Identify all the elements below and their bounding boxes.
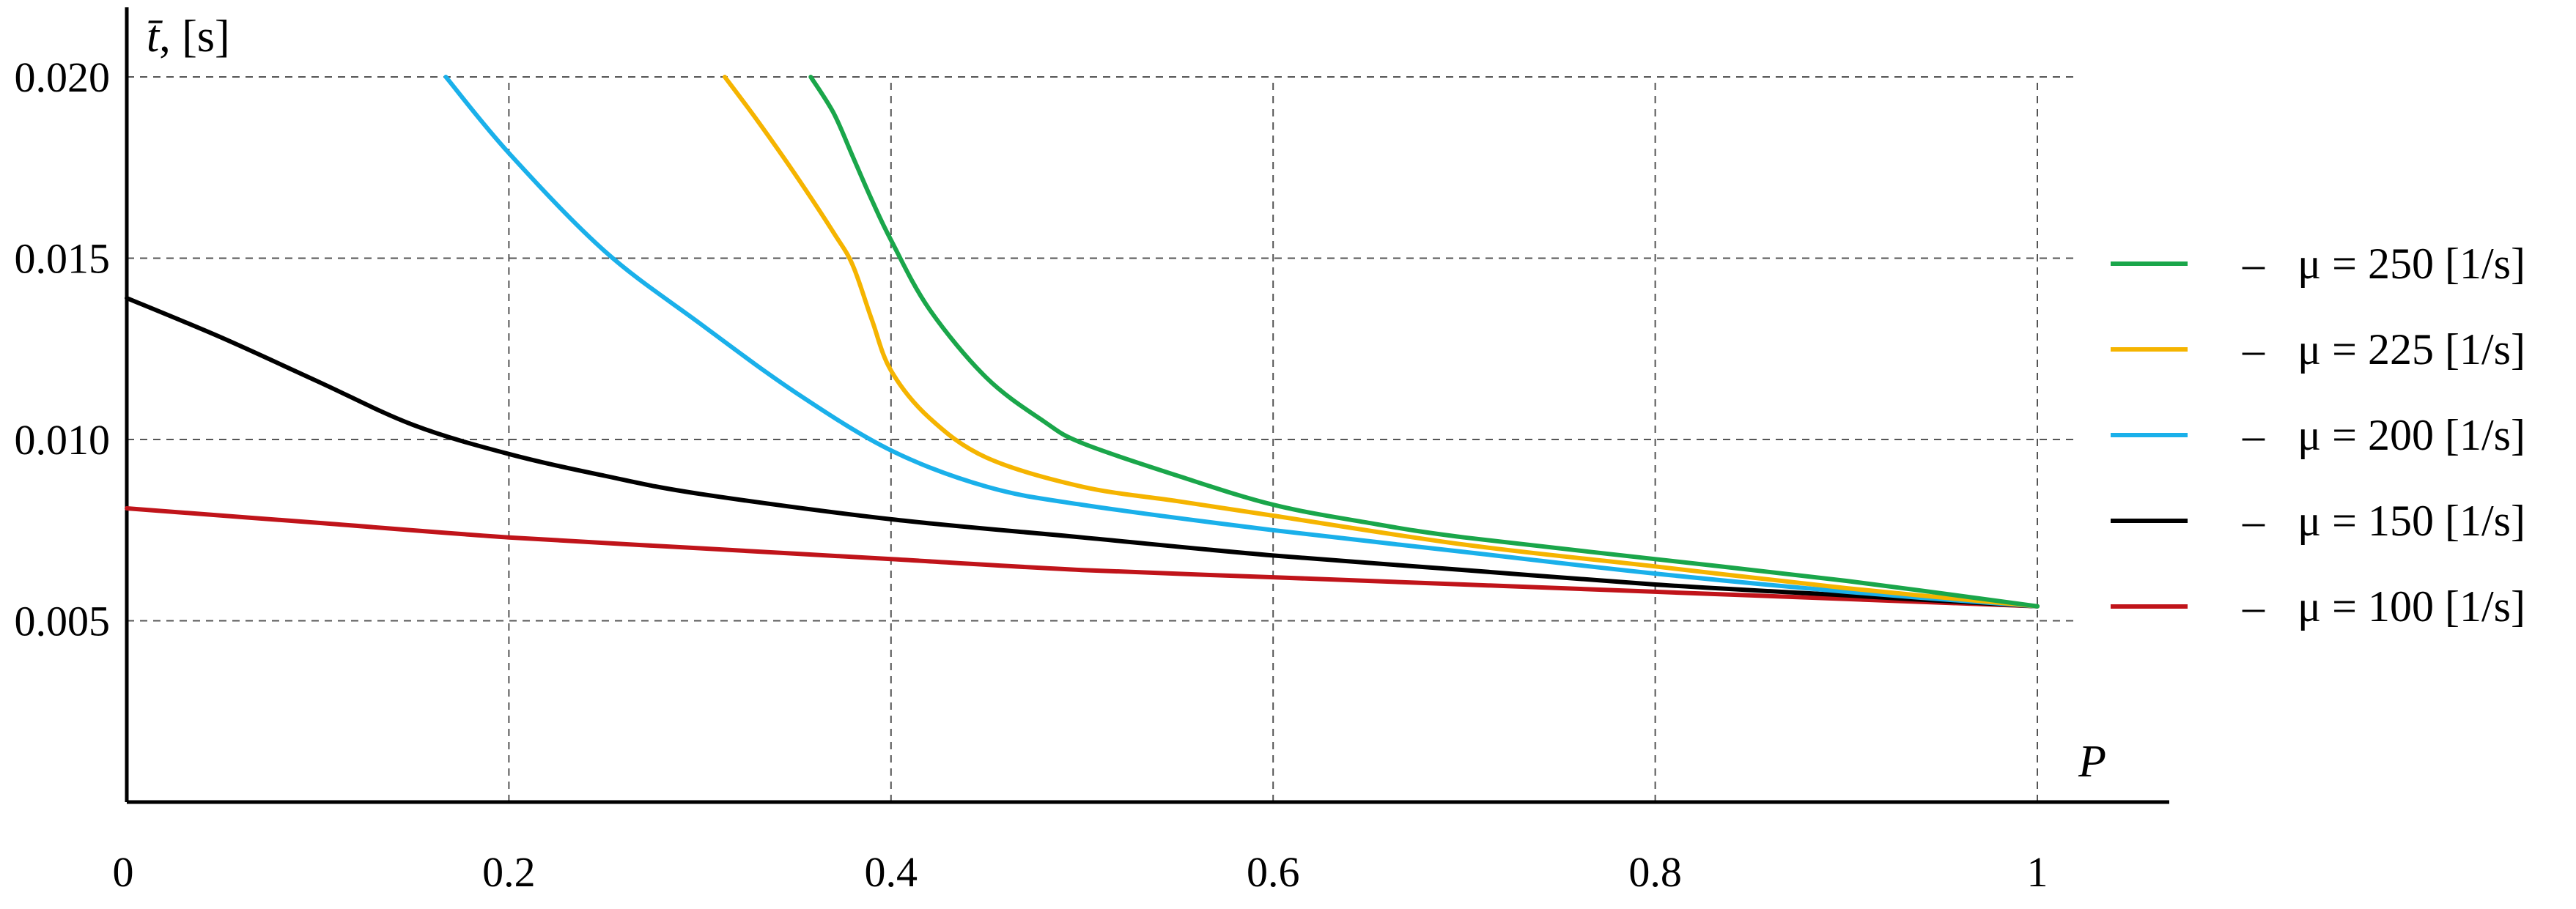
axes xyxy=(125,7,2169,804)
grid xyxy=(127,76,2074,802)
y-axis-label-unit: , [s] xyxy=(159,12,229,62)
series-line xyxy=(443,75,2040,609)
series-lines xyxy=(125,75,2040,609)
legend: – μ = 250 [1/s] – μ = 225 [1/s] – μ = 200 … xyxy=(2111,240,2525,631)
series-line xyxy=(723,75,2040,609)
legend-label: – μ = 200 [1/s] xyxy=(2242,411,2525,459)
x-tick-label: 0.2 xyxy=(482,848,536,896)
y-tick-label: 0.015 xyxy=(15,235,111,283)
legend-label: – μ = 225 [1/s] xyxy=(2242,325,2525,374)
x-tick-label: 1 xyxy=(2027,848,2048,896)
legend-item: – μ = 150 [1/s] xyxy=(2111,497,2525,545)
y-tick-label: 0.010 xyxy=(15,416,111,464)
legend-item: – μ = 225 [1/s] xyxy=(2111,325,2525,374)
x-tick-label: 0.4 xyxy=(865,848,918,896)
series-line xyxy=(808,75,2040,609)
series-line xyxy=(125,506,2040,609)
legend-label: – μ = 150 [1/s] xyxy=(2242,497,2525,545)
legend-item: – μ = 250 [1/s] xyxy=(2111,240,2525,288)
y-tick-label: 0.020 xyxy=(15,53,111,101)
legend-item: – μ = 100 [1/s] xyxy=(2111,582,2525,631)
series-line xyxy=(125,296,2040,609)
x-tick-label: 0.6 xyxy=(1247,848,1300,896)
y-axis-label: t̄, [s] xyxy=(147,12,230,62)
y-axis-label-symbol: t̄ xyxy=(147,12,163,62)
y-tick-label: 0.005 xyxy=(15,598,111,645)
legend-label: – μ = 100 [1/s] xyxy=(2242,582,2525,631)
x-tick-label: 0.8 xyxy=(1628,848,1682,896)
legend-label: – μ = 250 [1/s] xyxy=(2242,240,2525,288)
x-tick-label: 0 xyxy=(113,848,134,896)
x-axis-label: P xyxy=(2078,737,2106,787)
legend-item: – μ = 200 [1/s] xyxy=(2111,411,2525,459)
tick-labels: 0.005 0.010 0.015 0.020 0 0.2 0.4 0.6 0.8 1 xyxy=(15,53,2048,896)
